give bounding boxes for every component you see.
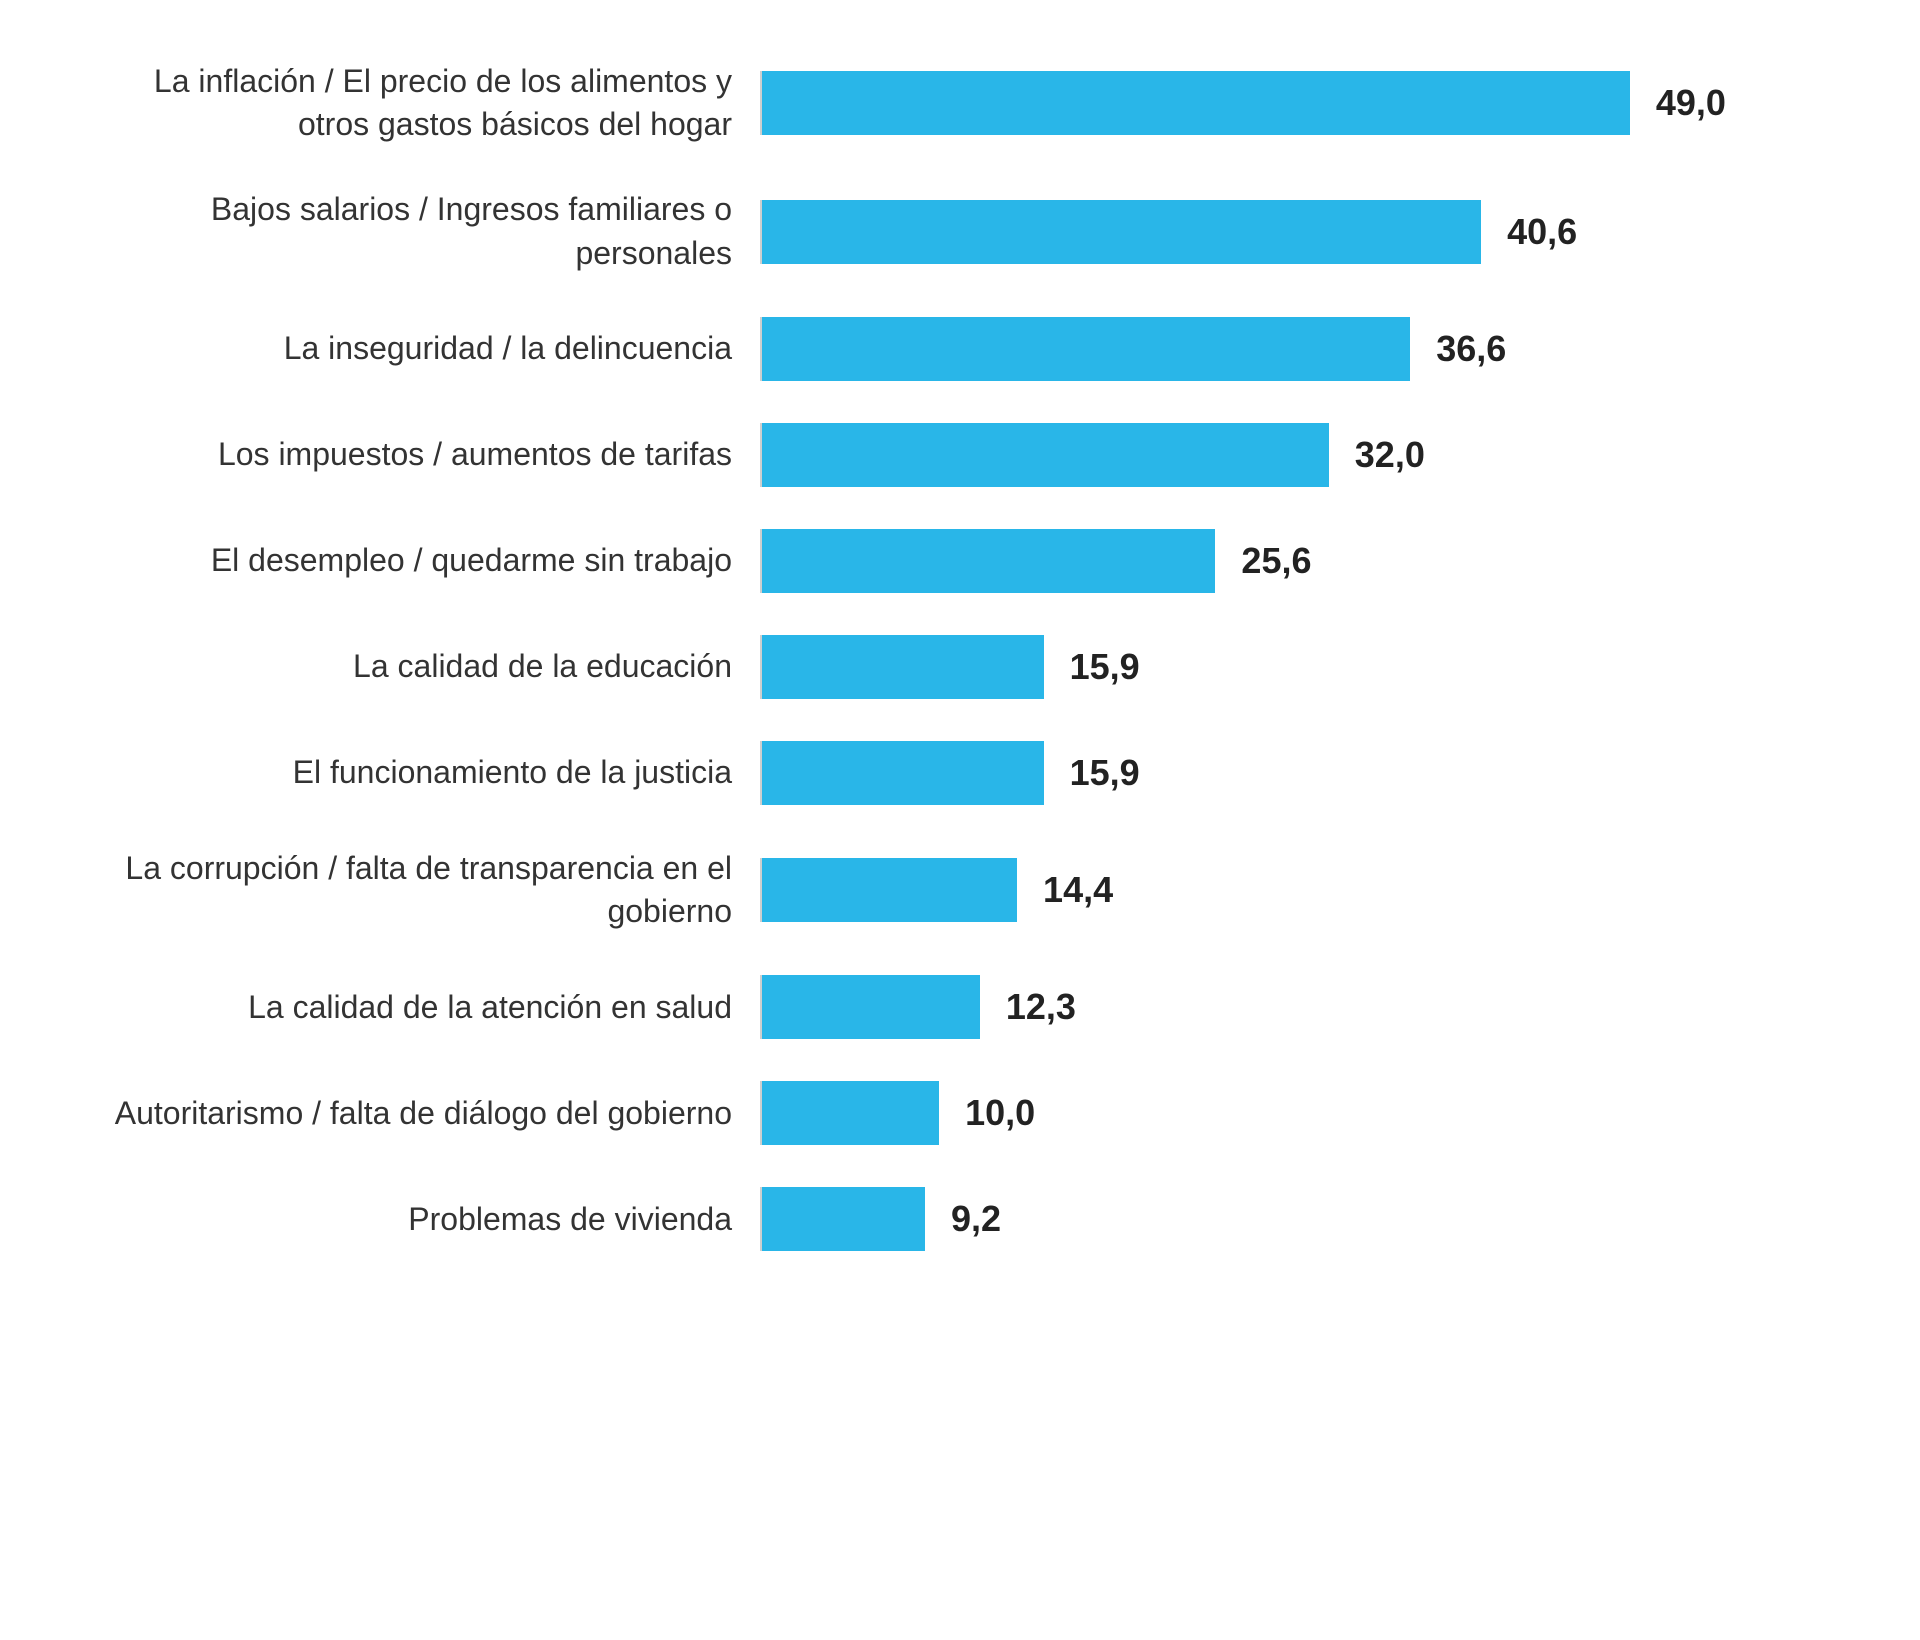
value-label: 36,6 [1436,328,1506,370]
bar [762,423,1329,487]
bar-area: 40,6 [760,200,1840,264]
category-label: La calidad de la educación [353,645,732,688]
value-label: 40,6 [1507,211,1577,253]
category-label-cell: El funcionamiento de la justicia [80,751,760,794]
value-label: 12,3 [1006,986,1076,1028]
category-label-cell: La corrupción / falta de transparencia e… [80,847,760,933]
category-label-cell: La calidad de la educación [80,645,760,688]
chart-row: La inflación / El precio de los alimento… [80,60,1840,146]
bar-area: 25,6 [760,529,1840,593]
value-label: 10,0 [965,1092,1035,1134]
chart-row: Problemas de vivienda 9,2 [80,1187,1840,1251]
bar [762,858,1017,922]
chart-row: La inseguridad / la delincuencia 36,6 [80,317,1840,381]
bar-area: 15,9 [760,635,1840,699]
bar-area: 14,4 [760,858,1840,922]
bar [762,200,1481,264]
category-label: La inflación / El precio de los alimento… [80,60,732,146]
chart-row: La calidad de la educación 15,9 [80,635,1840,699]
category-label: El funcionamiento de la justicia [293,751,732,794]
value-label: 25,6 [1241,540,1311,582]
chart-row: Autoritarismo / falta de diálogo del gob… [80,1081,1840,1145]
chart-row: El funcionamiento de la justicia 15,9 [80,741,1840,805]
bar-area: 10,0 [760,1081,1840,1145]
value-label: 14,4 [1043,869,1113,911]
bar [762,317,1410,381]
category-label: La corrupción / falta de transparencia e… [80,847,732,933]
bar [762,1081,939,1145]
bar-area: 12,3 [760,975,1840,1039]
category-label: La calidad de la atención en salud [248,986,732,1029]
category-label: Bajos salarios / Ingresos familiares o p… [80,188,732,274]
category-label-cell: La calidad de la atención en salud [80,986,760,1029]
bar [762,741,1044,805]
value-label: 32,0 [1355,434,1425,476]
bar-area: 49,0 [760,71,1840,135]
category-label: Problemas de vivienda [408,1198,732,1241]
category-label: Los impuestos / aumentos de tarifas [218,433,732,476]
value-label: 15,9 [1070,752,1140,794]
category-label-cell: Autoritarismo / falta de diálogo del gob… [80,1092,760,1135]
category-label: La inseguridad / la delincuencia [284,327,732,370]
category-label-cell: Los impuestos / aumentos de tarifas [80,433,760,476]
bar-area: 32,0 [760,423,1840,487]
bar [762,1187,925,1251]
bar [762,635,1044,699]
value-label: 49,0 [1656,82,1726,124]
bar [762,71,1630,135]
category-label: Autoritarismo / falta de diálogo del gob… [115,1092,732,1135]
category-label: El desempleo / quedarme sin trabajo [211,539,732,582]
category-label-cell: Problemas de vivienda [80,1198,760,1241]
value-label: 15,9 [1070,646,1140,688]
bar [762,529,1215,593]
value-label: 9,2 [951,1198,1001,1240]
chart-row: Bajos salarios / Ingresos familiares o p… [80,188,1840,274]
bar-area: 9,2 [760,1187,1840,1251]
bar-area: 36,6 [760,317,1840,381]
chart-row: La corrupción / falta de transparencia e… [80,847,1840,933]
category-label-cell: El desempleo / quedarme sin trabajo [80,539,760,582]
category-label-cell: Bajos salarios / Ingresos familiares o p… [80,188,760,274]
bar [762,975,980,1039]
horizontal-bar-chart: La inflación / El precio de los alimento… [80,60,1840,1251]
bar-area: 15,9 [760,741,1840,805]
chart-row: Los impuestos / aumentos de tarifas 32,0 [80,423,1840,487]
chart-row: La calidad de la atención en salud 12,3 [80,975,1840,1039]
category-label-cell: La inseguridad / la delincuencia [80,327,760,370]
category-label-cell: La inflación / El precio de los alimento… [80,60,760,146]
chart-row: El desempleo / quedarme sin trabajo 25,6 [80,529,1840,593]
